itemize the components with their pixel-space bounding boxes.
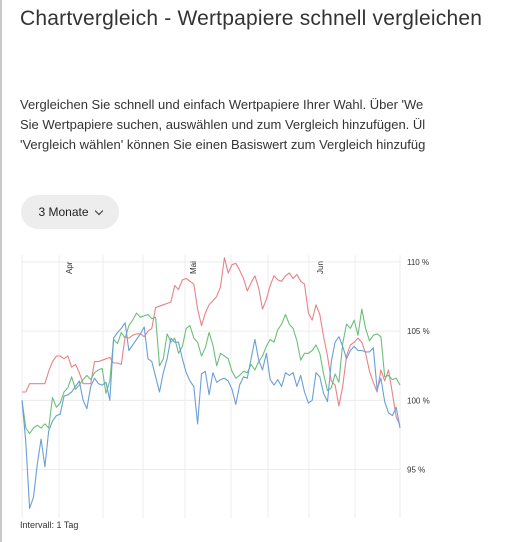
y-tick-label: 110 %	[407, 258, 429, 267]
y-tick-label: 95 %	[407, 466, 425, 475]
y-tick-label: 100 %	[407, 396, 430, 405]
month-label: Mai	[189, 261, 198, 274]
intro-line: Vergleichen Sie schnell und einfach Wert…	[20, 97, 424, 112]
period-select-button[interactable]: 3 Monate	[21, 195, 119, 229]
series-line	[21, 322, 401, 509]
series-line	[22, 257, 401, 426]
month-label: Apr	[65, 261, 74, 274]
page-title: Chartvergleich - Wertpapiere schnell ver…	[20, 7, 483, 30]
period-label: 3 Monate	[38, 205, 89, 219]
intro-line: Sie Wertpapiere suchen, auswählen und zu…	[20, 117, 426, 132]
left-border	[0, 0, 2, 542]
intro-text: Vergleichen Sie schnell und einfach Wert…	[20, 95, 517, 155]
month-label: Jun	[316, 261, 325, 274]
intro-line: 'Vergleich wählen' können Sie einen Basi…	[20, 137, 426, 152]
series-line	[21, 308, 401, 435]
interval-label: Intervall: 1 Tag	[20, 520, 79, 530]
y-tick-label: 105 %	[407, 327, 430, 336]
